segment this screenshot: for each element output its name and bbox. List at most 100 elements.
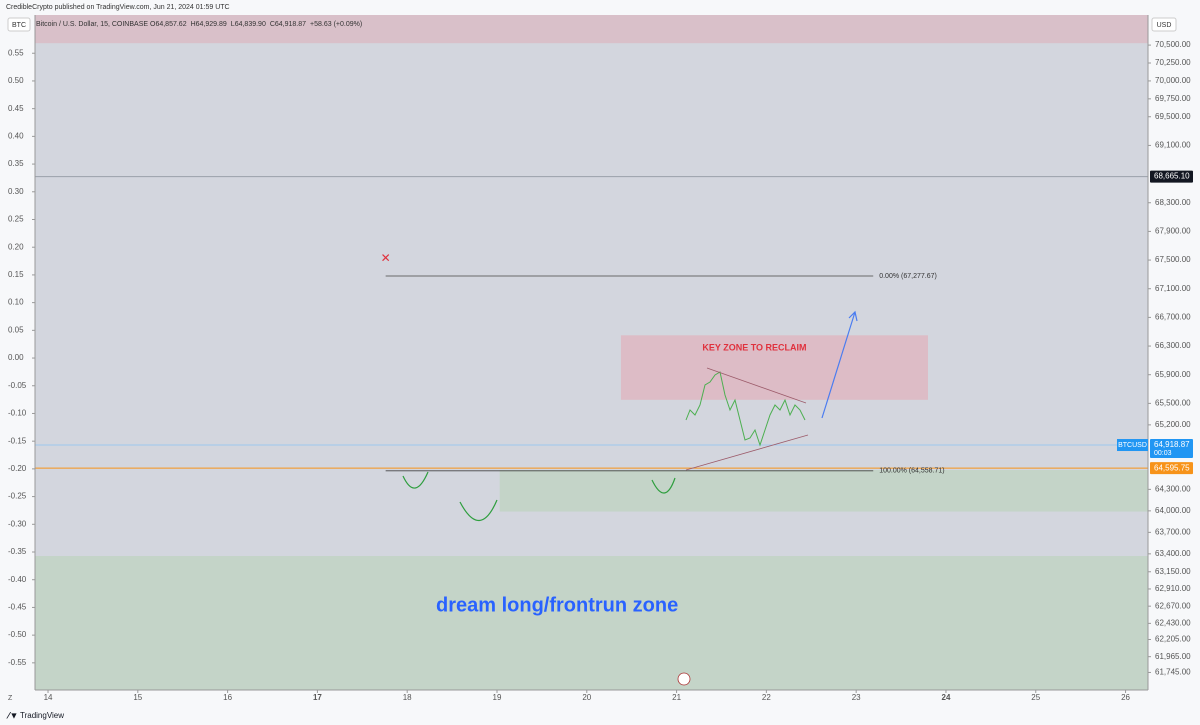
y-tick-label: 66,300.00 <box>1155 341 1191 350</box>
x-tick-label: 26 <box>1121 693 1130 702</box>
y2-tick-label: 0.35 <box>8 159 24 168</box>
y2-tick-label: -0.30 <box>8 519 27 528</box>
symbol-box[interactable] <box>7 17 31 32</box>
y-tick-label: 70,250.00 <box>1155 58 1191 67</box>
y2-tick-label: 0.50 <box>8 76 24 85</box>
y2-tick-label: -0.15 <box>8 436 27 445</box>
arrow-head <box>848 310 858 322</box>
y2-tick-label: 0.20 <box>8 242 24 251</box>
y2-tick-label: -0.55 <box>8 658 27 667</box>
y2-tick-label: -0.40 <box>8 575 27 584</box>
y-tick-label: 62,910.00 <box>1155 584 1191 593</box>
x-tick-label: 22 <box>762 693 771 702</box>
y2-tick-label: 0.00 <box>8 353 24 362</box>
ohlc-label: C64,918.87 <box>270 21 306 28</box>
x-tick-label: 20 <box>582 693 591 702</box>
arrow <box>821 311 856 419</box>
x-tick-label: 24 <box>942 693 951 702</box>
marker: ✕ <box>381 251 391 265</box>
fib-label: 0.00% (67,277.67) <box>879 273 937 280</box>
y-tick-label: 70,000.00 <box>1155 76 1191 85</box>
y-tick-label: 67,900.00 <box>1155 227 1191 236</box>
price-tag-label: 64,918.87 <box>1154 440 1190 449</box>
fib-label: 100.00% (64,558.71) <box>879 468 944 475</box>
cup <box>651 477 676 494</box>
price-tag <box>1150 170 1193 183</box>
y-tick-label: 63,150.00 <box>1155 567 1191 576</box>
price-tag-label: 64,595.75 <box>1154 463 1190 472</box>
cup <box>459 499 498 521</box>
y-tick-label: 64,300.00 <box>1155 484 1191 493</box>
zones: KEY ZONE TO RECLAIM dream long/frontrun z… <box>35 15 1148 690</box>
axes: 70,500.00 70,250.00 70,000.00 69,750.00 69,5… <box>8 40 1193 702</box>
ohlc-label: +58.63 (+0.09%) <box>310 21 362 28</box>
y-tick-label: 68,300.00 <box>1155 198 1191 207</box>
y-tick-label: 69,100.00 <box>1155 141 1191 150</box>
y-tick-label: 63,700.00 <box>1155 527 1191 536</box>
y-tick-label: 65,200.00 <box>1155 420 1191 429</box>
y-tick-label: 63,400.00 <box>1155 549 1191 558</box>
x-tick-label: 18 <box>403 693 412 702</box>
y2-tick-label: -0.20 <box>8 464 27 473</box>
zone-label: dream long/frontrun zone <box>436 594 678 616</box>
footer-logo: ⁄▼ <box>6 710 18 720</box>
ohlc: O64,857.62 H64,929.89 L64,839.90 C64,918.87… <box>150 21 362 28</box>
legend-text: Bitcoin / U.S. Dollar, 15, COINBASE <box>36 21 148 28</box>
y-tick-label: 69,750.00 <box>1155 94 1191 103</box>
currency-box[interactable] <box>1151 17 1177 32</box>
y2-tick-label: 0.30 <box>8 187 24 196</box>
footer-brand: TradingView <box>20 711 64 720</box>
publisher: CredibleCrypto published on TradingView.… <box>6 4 230 11</box>
y2-tick-label: -0.45 <box>8 603 27 612</box>
currency-label: USD <box>1157 22 1172 29</box>
y-tick-label: 67,500.00 <box>1155 255 1191 264</box>
x-tick-label: 21 <box>672 693 681 702</box>
x-tick-label: 16 <box>223 693 232 702</box>
x-tick-label: 17 <box>313 693 322 702</box>
zone-label: KEY ZONE TO RECLAIM <box>702 343 806 353</box>
price-tag <box>1150 439 1193 459</box>
y-tick-label: 65,900.00 <box>1155 370 1191 379</box>
y-tick-label: 69,500.00 <box>1155 112 1191 121</box>
ohlc-label: H64,929.89 <box>191 21 227 28</box>
y2-tick-label: 0.10 <box>8 298 24 307</box>
zone <box>620 335 929 400</box>
y-tick-label: 64,000.00 <box>1155 506 1191 515</box>
x-tick-label: 23 <box>852 693 861 702</box>
ohlc-label: L64,839.90 <box>231 21 266 28</box>
series-tag-label: BTCUSD <box>1118 442 1147 449</box>
y-tick-label: 62,205.00 <box>1155 635 1191 644</box>
y-tick-label: 67,100.00 <box>1155 284 1191 293</box>
y-tick-label: 61,965.00 <box>1155 652 1191 661</box>
trend-line <box>706 367 807 404</box>
zone <box>35 556 1148 690</box>
price-tag-sublabel: 00:03 <box>1154 450 1172 457</box>
projected-path <box>685 371 806 447</box>
y-tick-label: 65,500.00 <box>1155 398 1191 407</box>
y2-tick-label: 0.05 <box>8 325 24 334</box>
y2-tick-label: 0.45 <box>8 104 24 113</box>
price-tag <box>1150 462 1193 475</box>
y-tick-label: 70,500.00 <box>1155 40 1191 49</box>
x-tick-label: 15 <box>133 693 142 702</box>
y2-tick-label: 0.55 <box>8 48 24 57</box>
x-tick-label: 25 <box>1031 693 1040 702</box>
price-tag-label: 68,665.10 <box>1154 172 1190 181</box>
zone <box>35 15 1148 44</box>
y2-tick-label: 0.25 <box>8 215 24 224</box>
y2-tick-label: -0.10 <box>8 409 27 418</box>
cup <box>402 471 429 489</box>
axis-corner[interactable]: Z <box>8 695 13 702</box>
projection <box>402 310 858 686</box>
y2-tick-label: -0.35 <box>8 547 27 556</box>
y-tick-label: 66,700.00 <box>1155 312 1191 321</box>
y2-tick-label: -0.05 <box>8 381 27 390</box>
y2-tick-label: -0.25 <box>8 492 27 501</box>
trend-line <box>685 434 809 471</box>
zone <box>499 470 1148 512</box>
symbol-label: BTC <box>12 22 26 29</box>
event-icon[interactable] <box>677 672 691 686</box>
y-tick-label: 61,745.00 <box>1155 668 1191 677</box>
x-tick-label: 19 <box>493 693 502 702</box>
